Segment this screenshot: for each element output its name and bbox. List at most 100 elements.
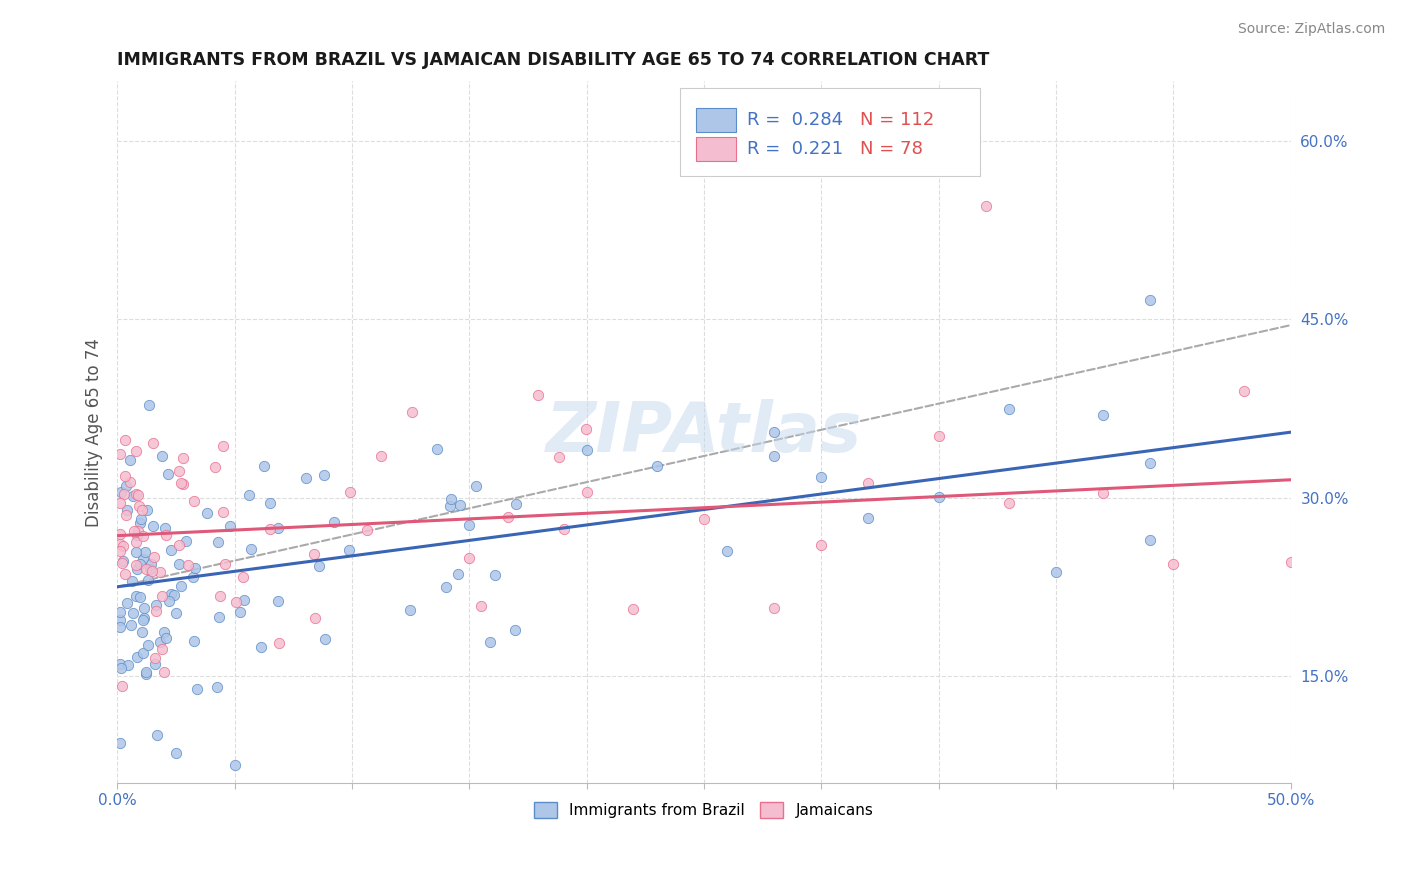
- Point: [1233, 384, 1256, 398]
- Point: [1161, 557, 1184, 571]
- Point: [259, 495, 281, 509]
- Point: [153, 624, 176, 639]
- Point: [142, 435, 165, 450]
- Point: [167, 558, 190, 572]
- Point: [128, 590, 150, 604]
- Point: [132, 611, 155, 625]
- Point: [174, 533, 197, 548]
- Point: [152, 449, 174, 463]
- Point: [177, 558, 200, 573]
- Point: [224, 758, 246, 772]
- Point: [167, 538, 190, 552]
- Point: [108, 736, 131, 750]
- Point: [115, 596, 138, 610]
- Point: [114, 433, 136, 447]
- Point: [370, 449, 392, 463]
- Point: [127, 488, 149, 502]
- Point: [156, 467, 179, 481]
- Point: [434, 580, 457, 594]
- Point: [810, 470, 832, 484]
- FancyBboxPatch shape: [681, 88, 980, 176]
- Point: [125, 534, 148, 549]
- Point: [131, 624, 153, 639]
- Point: [323, 515, 346, 529]
- Text: ZIPAtlas: ZIPAtlas: [546, 399, 862, 466]
- Point: [458, 517, 481, 532]
- Point: [112, 554, 135, 568]
- Point: [149, 565, 172, 579]
- Point: [114, 478, 136, 492]
- Point: [356, 523, 378, 537]
- Point: [195, 506, 218, 520]
- Point: [856, 511, 879, 525]
- Point: [108, 657, 131, 671]
- Point: [763, 601, 786, 615]
- Point: [214, 558, 236, 572]
- Point: [170, 475, 193, 490]
- Point: [447, 566, 470, 581]
- Point: [207, 535, 229, 549]
- Point: [249, 640, 271, 654]
- Point: [225, 595, 247, 609]
- Point: [575, 422, 598, 436]
- Point: [259, 522, 281, 536]
- Point: [114, 508, 136, 522]
- Point: [207, 680, 229, 694]
- Point: [121, 607, 143, 621]
- Point: [124, 589, 146, 603]
- Point: [928, 428, 950, 442]
- Point: [440, 491, 463, 506]
- Point: [1139, 456, 1161, 470]
- Point: [125, 444, 148, 458]
- Point: [426, 442, 449, 456]
- Point: [212, 505, 235, 519]
- Point: [108, 606, 131, 620]
- Point: [155, 521, 177, 535]
- Point: [1091, 486, 1114, 500]
- FancyBboxPatch shape: [696, 137, 735, 161]
- Point: [125, 545, 148, 559]
- Point: [186, 682, 208, 697]
- Point: [308, 559, 330, 574]
- Point: [211, 439, 233, 453]
- Point: [484, 568, 506, 582]
- Point: [146, 728, 169, 742]
- Point: [167, 465, 190, 479]
- Point: [142, 549, 165, 564]
- Point: [141, 564, 163, 578]
- Text: R =  0.284: R = 0.284: [748, 111, 844, 129]
- Point: [1091, 408, 1114, 422]
- Point: [693, 512, 716, 526]
- Point: [110, 485, 132, 500]
- Point: [145, 598, 167, 612]
- Point: [163, 588, 186, 602]
- Point: [134, 601, 156, 615]
- Point: [339, 485, 361, 500]
- Point: [150, 642, 173, 657]
- Point: [208, 610, 231, 624]
- Point: [232, 593, 254, 607]
- Point: [314, 468, 336, 483]
- Point: [219, 519, 242, 533]
- Point: [505, 623, 527, 637]
- Point: [128, 516, 150, 531]
- Point: [183, 494, 205, 508]
- Point: [527, 388, 550, 402]
- Text: N = 78: N = 78: [860, 140, 922, 159]
- Point: [623, 602, 645, 616]
- Text: R =  0.221: R = 0.221: [748, 140, 844, 159]
- Point: [129, 558, 152, 572]
- Point: [238, 488, 260, 502]
- Point: [138, 574, 160, 588]
- Point: [128, 499, 150, 513]
- Point: [716, 544, 738, 558]
- Point: [139, 562, 162, 576]
- Legend: Immigrants from Brazil, Jamaicans: Immigrants from Brazil, Jamaicans: [529, 797, 880, 824]
- Point: [125, 486, 148, 500]
- Point: [553, 522, 575, 536]
- Point: [108, 543, 131, 558]
- Point: [142, 518, 165, 533]
- Point: [267, 521, 290, 535]
- Point: [304, 611, 326, 625]
- Point: [143, 657, 166, 672]
